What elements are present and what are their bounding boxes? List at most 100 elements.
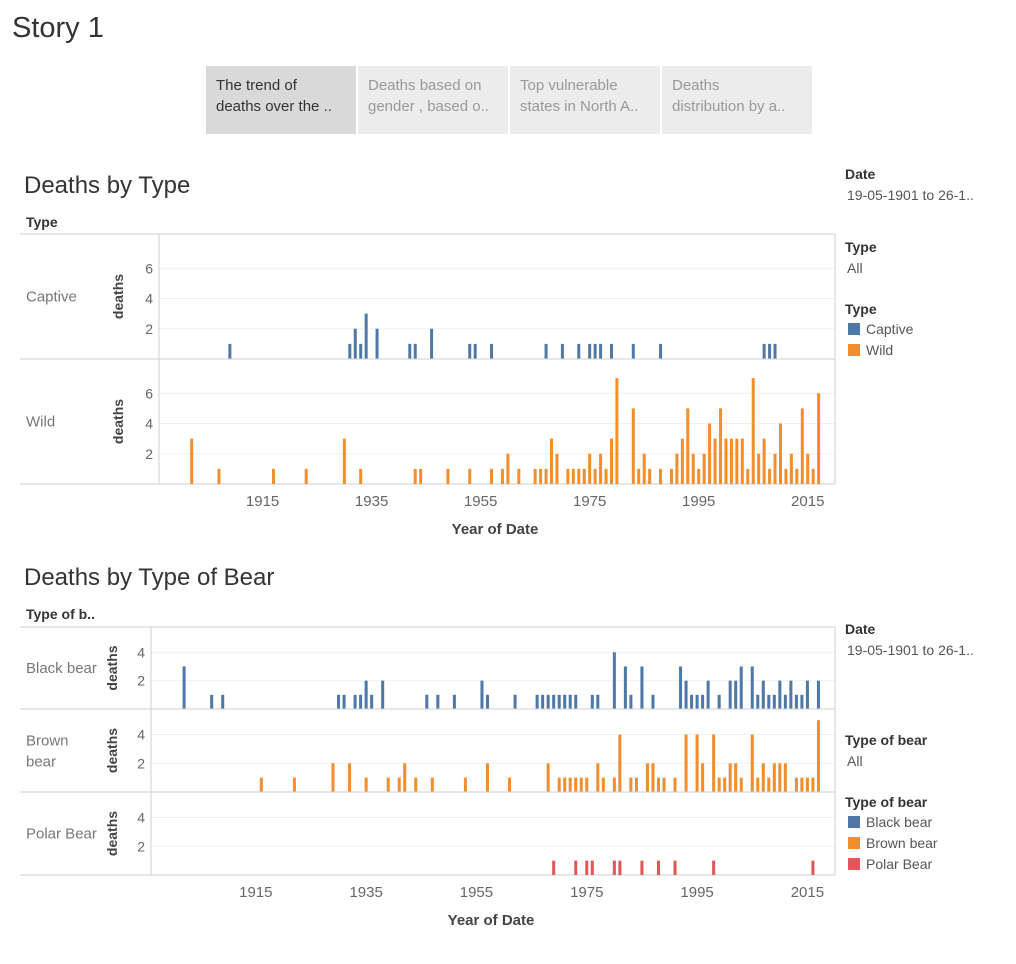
sheet1-bar-captive-1957: [490, 343, 494, 359]
sheet2-bar-brown-bear-2000: [723, 777, 727, 792]
sheet1-bar-wild-2001: [729, 438, 733, 484]
sheet2-bar-brown-bear-1977: [596, 763, 600, 792]
sheet2-bar-black-bear-2013: [794, 694, 798, 709]
sheet2-bar-polar-bear-1991: [673, 860, 677, 875]
sheet2-bar-black-bear-2003: [739, 666, 743, 709]
sheet1-bar-wild-2010: [778, 423, 782, 484]
sheet2-bar-brown-bear-2008: [767, 777, 771, 792]
sheet2-bar-black-bear-2008: [767, 694, 771, 709]
sheet2-field-header: Type of b..: [26, 606, 95, 622]
sheet2-bar-brown-bear-2007: [761, 763, 765, 792]
sheet1-date-filter-value[interactable]: 19-05-1901 to 26-1..: [847, 187, 974, 203]
sheet2-bar-black-bear-1993: [684, 680, 688, 709]
sheet2-bar-brown-bear-1916: [259, 777, 263, 792]
sheet2-bar-brown-bear-1978: [601, 777, 605, 792]
sheet1-bar-captive-1942: [408, 343, 412, 359]
sheet2-bar-black-bear-1966: [535, 694, 539, 709]
sheet1-bar-wild-2011: [784, 468, 788, 484]
sheet2-brown-bear-y-axis-title: deaths: [104, 728, 120, 773]
sheet1-bar-wild-1978: [604, 468, 608, 484]
sheet2-bar-black-bear-1972: [568, 694, 572, 709]
sheet2-bar-brown-bear-1947: [430, 777, 434, 792]
sheet2-bar-black-bear-1909: [221, 694, 225, 709]
sheet2-bar-brown-bear-1987: [651, 763, 655, 792]
sheet1-bar-captive-1967: [544, 343, 548, 359]
sheet2-x-tick-1955: 1955: [460, 884, 493, 901]
sheet2-bar-black-bear-1976: [590, 694, 594, 709]
sheet2-bar-brown-bear-2003: [739, 777, 743, 792]
sheet2-bar-black-bear-2011: [783, 694, 787, 709]
sheet2-bar-brown-bear-1972: [568, 777, 572, 792]
sheet2-date-filter-value[interactable]: 19-05-1901 to 26-1..: [847, 642, 974, 658]
sheet2-bar-brown-bear-1922: [292, 777, 296, 792]
sheet1-bar-captive-1988: [659, 343, 663, 359]
sheet1-bar-wild-1968: [550, 438, 554, 484]
sheet2-bar-black-bear-2010: [778, 680, 782, 709]
sheet1-bar-captive-1977: [599, 343, 603, 359]
sheet2-polar-bear-y-axis-title: deaths: [104, 811, 120, 856]
legend-item-wild[interactable]: Wild: [848, 342, 893, 358]
sheet1-bar-captive-1953: [468, 343, 472, 359]
story-tab-1[interactable]: The trend of deaths over the ..: [206, 66, 356, 134]
sheet2-bar-black-bear-1956: [480, 680, 484, 709]
sheet1-type-filter-value[interactable]: All: [847, 260, 863, 276]
sheet2-bar-black-bear-1970: [557, 694, 561, 709]
sheet1-bar-wild-2014: [800, 408, 804, 484]
sheet1-captive-y-tick: 2: [145, 321, 153, 337]
sheet1-bar-wild-2003: [740, 438, 744, 484]
sheet2-bar-brown-bear-1961: [508, 777, 512, 792]
sheet1-bar-wild-2000: [724, 438, 728, 484]
sheet2-bar-polar-bear-2016: [811, 860, 815, 875]
sheet2-bar-black-bear-1983: [629, 694, 633, 709]
sheet2-polar-bear-y-tick: 2: [137, 838, 145, 854]
sheet1-bar-captive-1931: [348, 343, 352, 359]
legend-item-black-bear[interactable]: Black bear: [848, 814, 932, 830]
story-tab-2[interactable]: Deaths based on gender , based o..: [358, 66, 508, 134]
sheet2-bar-black-bear-1968: [546, 694, 550, 709]
sheet1-bar-wild-1953: [468, 468, 472, 484]
sheet2-bar-black-bear-1951: [452, 694, 456, 709]
sheet1-wild-y-tick: 4: [145, 416, 153, 432]
sheet2-bar-brown-bear-2017: [816, 720, 820, 792]
sheet1-bar-wild-2015: [806, 453, 810, 484]
legend-item-brown-bear[interactable]: Brown bear: [848, 835, 938, 851]
sheet1-bar-wild-1992: [680, 438, 684, 484]
sheet2-bar-brown-bear-1986: [645, 763, 649, 792]
sheet1-bar-wild-1988: [659, 468, 663, 484]
story-tab-3[interactable]: Top vulnerable states in North A..: [510, 66, 660, 134]
sheet2-bar-brown-bear-1970: [557, 777, 561, 792]
sheet1-bar-wild-1966: [539, 468, 543, 484]
sheet1-bar-wild-2007: [762, 438, 766, 484]
sheet2-x-tick-2015: 2015: [791, 884, 824, 901]
sheet2-bar-brown-bear-1995: [695, 734, 699, 792]
sheet2-polar-bear-y-tick: 4: [137, 810, 145, 826]
legend-label-wild: Wild: [866, 342, 894, 358]
sheet1-bar-wild-1930: [342, 438, 346, 484]
sheet1-bar-wild-2009: [773, 453, 777, 484]
sheet2-bar-black-bear-1934: [359, 694, 363, 709]
legend-item-polar-bear[interactable]: Polar Bear: [848, 856, 932, 872]
legend-label-brown-bear: Brown bear: [866, 835, 938, 851]
sheet1-type-filter-label: Type: [845, 239, 877, 255]
sheet1-wild-y-tick: 2: [145, 446, 153, 462]
legend-item-captive[interactable]: Captive: [848, 321, 913, 337]
sheet2-title: Deaths by Type of Bear: [24, 564, 275, 591]
sheet2-bar-brown-bear-1981: [618, 734, 622, 792]
sheet1-bar-wild-1994: [691, 453, 695, 484]
sheet1-bar-wild-1974: [582, 468, 586, 484]
sheet1-x-tick-1995: 1995: [682, 493, 715, 510]
sheet1-bar-captive-1973: [577, 343, 581, 359]
sheet2-bear-filter-value[interactable]: All: [847, 753, 863, 769]
sheet1-bar-wild-1933: [359, 468, 363, 484]
sheet2-x-tick-1975: 1975: [570, 884, 603, 901]
sheet2-bar-black-bear-1987: [651, 694, 655, 709]
sheet1-captive-y-tick: 6: [145, 260, 153, 276]
sheet2-bar-black-bear-1948: [436, 694, 440, 709]
sheet2-black-bear-y-tick: 4: [137, 644, 145, 660]
sheet1-bar-wild-1969: [555, 453, 559, 484]
story-tab-4[interactable]: Deaths distribution by a..: [662, 66, 812, 134]
sheet2-bar-brown-bear-1973: [574, 777, 578, 792]
sheet2-bar-brown-bear-2005: [750, 734, 754, 792]
sheet2-bar-brown-bear-1975: [585, 777, 589, 792]
sheet1-bar-wild-1965: [533, 468, 537, 484]
